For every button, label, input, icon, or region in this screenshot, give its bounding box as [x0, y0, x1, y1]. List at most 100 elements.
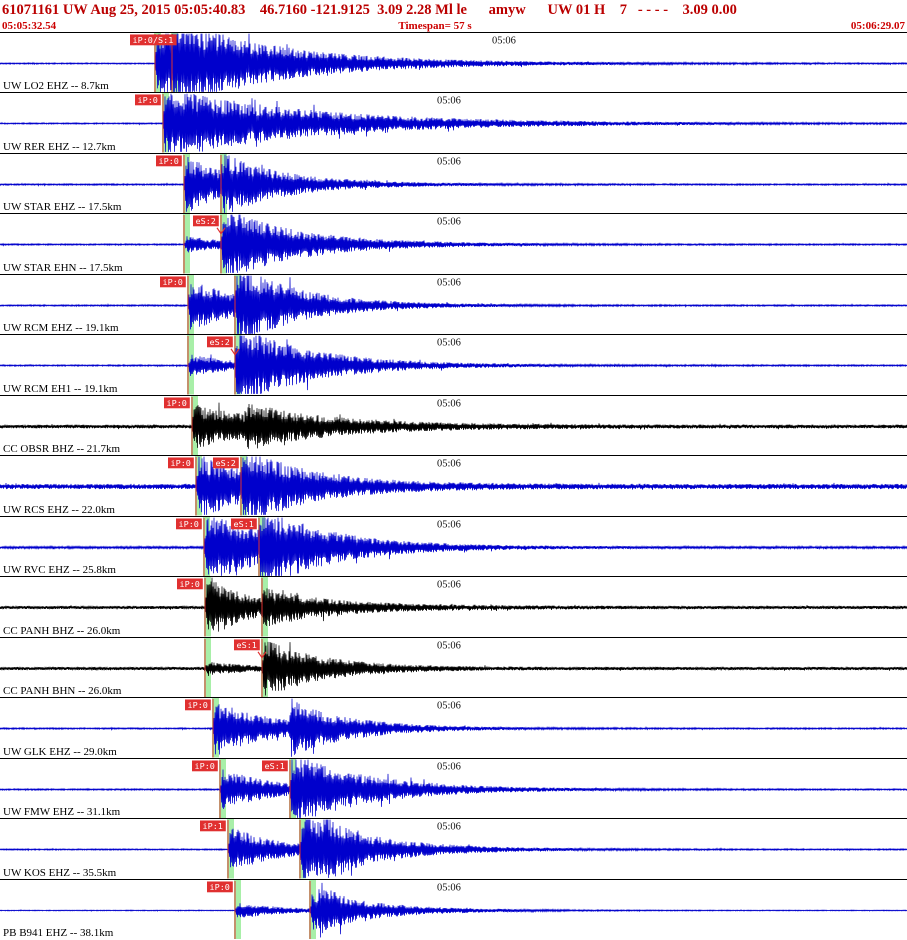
station-label: CC PANH BHZ -- 26.0km [3, 624, 121, 637]
pick-flag-box [164, 397, 190, 409]
station-label: PB B941 EHZ -- 38.1km [3, 927, 114, 940]
pick-flag-label: iP:0 [162, 277, 182, 287]
pick-flag-label: eS:1 [264, 761, 284, 771]
time-tick-label: 05:06 [437, 338, 461, 349]
pick-flag-label: eS:2 [195, 216, 215, 226]
station-label: UW RCS EHZ -- 22.0km [3, 503, 115, 516]
seismogram-trace [0, 33, 907, 92]
s-pick-caret [216, 227, 226, 236]
waveform-plot: iP:1 05:06 [0, 819, 907, 879]
seismogram-trace [0, 214, 907, 274]
pick-flag[interactable]: iP:0 [192, 760, 218, 771]
time-tick-label: 05:06 [437, 640, 461, 651]
header: 61071161 UW Aug 25, 2015 05:05:40.83 46.… [0, 0, 907, 32]
pick-flag[interactable]: iP:0 [177, 578, 203, 590]
pick-flag-box [168, 457, 194, 469]
trace-row[interactable]: eS:2 05:06 UW RCM EH1 -- 19.1km [0, 335, 907, 396]
timespan-label: Timespan= 57 s [398, 20, 472, 32]
station-label: CC OBSR BHZ -- 21.7km [3, 443, 121, 456]
waveform-plot: iP:0 05:06 [0, 274, 907, 335]
seismogram-trace [0, 819, 907, 879]
pick-flag-box [231, 518, 257, 530]
pick-flag-label: iP:0 [178, 519, 198, 529]
trace-row[interactable]: iP:0 05:06 UW STAR EHZ -- 17.5km [0, 153, 907, 215]
pick-flag-label: iP:0 [158, 156, 178, 166]
pick-flag[interactable]: iP:1 [200, 820, 226, 832]
pick-flag-box [262, 760, 288, 771]
waveform-plot: eS:2 05:06 [0, 214, 907, 274]
pick-flag-box [193, 215, 219, 227]
pick-flag[interactable]: eS:1 [234, 639, 260, 650]
pick-flag[interactable]: eS:1 [262, 760, 288, 771]
pick-flag[interactable]: iP:0 [160, 276, 186, 288]
station-label: UW STAR EHN -- 17.5km [3, 261, 123, 274]
time-tick-label: 05:06 [437, 519, 461, 530]
time-range-bar: 05:05:32.54 Timespan= 57 s 05:06:29.07 [0, 20, 907, 32]
waveform-plot: iP:0 05:06 [0, 395, 907, 456]
waveform-plot: iP:0 05:06 [0, 153, 907, 214]
trace-row[interactable]: iP:0 eS:1 05:06 UW RVC EHZ -- 25.8km [0, 516, 907, 578]
trace-row[interactable]: iP:0 05:06 PB B941 EHZ -- 38.1km [0, 879, 907, 940]
trace-row[interactable]: iP:0 eS:2 05:06 UW RCS EHZ -- 22.0km [0, 456, 907, 517]
seismogram-trace [0, 456, 907, 516]
event-summary-line: 61071161 UW Aug 25, 2015 05:05:40.83 46.… [2, 2, 737, 18]
trace-row[interactable]: iP:0 05:06 UW RER EHZ -- 12.7km [0, 93, 907, 154]
pick-flag-box [234, 639, 260, 650]
pick-flag-label: eS:1 [234, 519, 254, 529]
pick-flag[interactable]: iP:0 [207, 881, 233, 892]
trace-row[interactable]: iP:0 05:06 UW GLK EHZ -- 29.0km [0, 698, 907, 759]
station-label: UW KOS EHZ -- 35.5km [3, 866, 117, 879]
trace-row[interactable]: iP:0/S:1 05:06 UW LO2 EHZ -- 8.7km [0, 33, 907, 94]
seismogram-trace [0, 517, 907, 576]
station-label: UW STAR EHZ -- 17.5km [3, 201, 122, 214]
window-start-time: 05:05:32.54 [2, 20, 57, 32]
waveform-plot: iP:0 eS:1 05:06 [0, 516, 907, 577]
pick-flag-label: iP:0 [188, 700, 208, 710]
s-pick-caret [230, 348, 240, 357]
waveform-plot: iP:0 05:06 [0, 93, 907, 153]
s-pick-caret [257, 651, 267, 659]
seismogram-trace [0, 577, 907, 632]
pick-flag[interactable]: iP:0 [156, 155, 182, 167]
time-tick-label: 05:06 [437, 459, 461, 470]
trace-row[interactable]: eS:1 05:06 CC PANH BHN -- 26.0km [0, 637, 907, 699]
seismogram-trace [0, 154, 907, 213]
station-label: UW RER EHZ -- 12.7km [3, 140, 116, 153]
trace-list: iP:0/S:1 05:06 UW LO2 EHZ -- 8.7km iP:0 05:0… [0, 32, 907, 940]
pick-flag-box [185, 699, 211, 711]
pick-flag[interactable]: eS:2 [207, 336, 233, 348]
trace-row[interactable]: iP:0 05:06 CC PANH BHZ -- 26.0km [0, 577, 907, 638]
pick-flag-box [176, 518, 202, 530]
pick-flag[interactable]: iP:0 [164, 397, 190, 409]
pick-flag[interactable]: iP:0 [168, 457, 194, 469]
pick-flag[interactable]: eS:2 [193, 215, 219, 227]
time-tick-label: 05:06 [437, 821, 461, 832]
pick-flag[interactable]: eS:1 [231, 518, 257, 530]
pick-flag-label: eS:1 [236, 640, 256, 650]
pick-flag[interactable]: iP:0 [176, 518, 202, 530]
waveform-plot: eS:2 05:06 [0, 335, 907, 395]
window-end-time: 05:06:29.07 [850, 20, 905, 32]
trace-row[interactable]: iP:0 05:06 CC OBSR BHZ -- 21.7km [0, 395, 907, 457]
pick-flag[interactable]: iP:0 [185, 699, 211, 711]
trace-row[interactable]: iP:0 05:06 UW RCM EHZ -- 19.1km [0, 274, 907, 336]
trace-row[interactable]: eS:2 05:06 UW STAR EHN -- 17.5km [0, 214, 907, 275]
station-label: UW RVC EHZ -- 25.8km [3, 564, 116, 577]
station-label: UW RCM EH1 -- 19.1km [3, 382, 118, 395]
pick-flag-box [177, 578, 203, 590]
seismogram-trace [0, 275, 907, 334]
time-tick-label: 05:06 [437, 277, 461, 288]
pick-flag[interactable]: eS:2 [213, 457, 239, 469]
seismogram-trace [0, 402, 907, 449]
pick-flag[interactable]: iP:0/S:1 [130, 34, 177, 46]
pick-flag-label: eS:2 [209, 337, 229, 347]
trace-row[interactable]: iP:0 eS:1 05:06 UW FMW EHZ -- 31.1km [0, 758, 907, 820]
pick-flag-label: iP:0 [179, 579, 199, 589]
station-label: UW RCM EHZ -- 19.1km [3, 322, 119, 335]
pick-flag[interactable]: iP:0 [135, 94, 161, 106]
pick-flag-label: iP:1 [202, 821, 222, 831]
pick-flag-box [207, 881, 233, 892]
trace-row[interactable]: iP:1 05:06 UW KOS EHZ -- 35.5km [0, 819, 907, 880]
seismogram-trace [0, 641, 907, 696]
waveform-plot: iP:0/S:1 05:06 [0, 33, 907, 93]
